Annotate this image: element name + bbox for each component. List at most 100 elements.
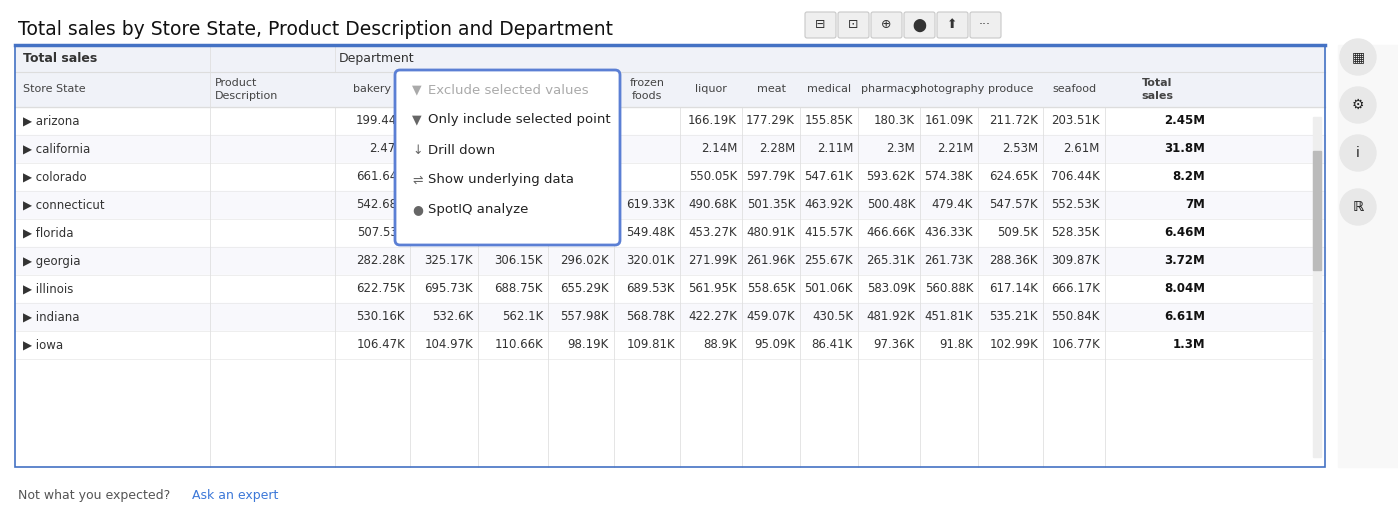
Text: 535.21K: 535.21K — [990, 310, 1037, 323]
Text: 463.92K: 463.92K — [804, 198, 853, 212]
Text: 528.35K: 528.35K — [1051, 226, 1100, 239]
Text: pharmacy: pharmacy — [861, 85, 917, 94]
Text: 666.17K: 666.17K — [1051, 282, 1100, 296]
Circle shape — [1341, 189, 1376, 225]
Text: 500.48K: 500.48K — [867, 198, 916, 212]
Text: 593.62K: 593.62K — [867, 171, 916, 184]
Text: 2.28M: 2.28M — [759, 142, 795, 155]
FancyBboxPatch shape — [805, 12, 836, 38]
Text: 574.38K: 574.38K — [924, 171, 973, 184]
Text: ▶ connecticut: ▶ connecticut — [22, 198, 105, 212]
Text: 2.14M: 2.14M — [700, 142, 737, 155]
Text: 8.2M: 8.2M — [1173, 171, 1205, 184]
FancyBboxPatch shape — [871, 12, 902, 38]
Text: 549.48K: 549.48K — [626, 226, 675, 239]
Circle shape — [1341, 135, 1376, 171]
Text: 309.87K: 309.87K — [1051, 255, 1100, 268]
Bar — [15, 135, 1325, 163]
Text: 306.15K: 306.15K — [495, 255, 542, 268]
Text: 509.5K: 509.5K — [997, 226, 1037, 239]
Text: deli: deli — [570, 85, 591, 94]
Text: Total sales by Store State, Product Description and Department: Total sales by Store State, Product Desc… — [18, 20, 612, 39]
Text: 530.16K: 530.16K — [356, 310, 405, 323]
Text: Total sales: Total sales — [22, 52, 98, 65]
Text: ▶ arizona: ▶ arizona — [22, 114, 80, 128]
Text: 91.8K: 91.8K — [939, 339, 973, 352]
Text: produce: produce — [988, 85, 1033, 94]
Text: bakery: bakery — [354, 85, 391, 94]
Text: 8.04M: 8.04M — [1165, 282, 1205, 296]
Text: 95.09K: 95.09K — [754, 339, 795, 352]
Text: 161.09K: 161.09K — [924, 114, 973, 128]
Text: 155.85K: 155.85K — [805, 114, 853, 128]
Text: 588.41K: 588.41K — [561, 198, 610, 212]
Text: 31.8M: 31.8M — [1165, 142, 1205, 155]
Text: 261.96K: 261.96K — [747, 255, 795, 268]
Text: ···: ··· — [979, 18, 991, 31]
Text: 534.38K: 534.38K — [561, 226, 610, 239]
Bar — [15, 45, 1325, 467]
Text: 490.68K: 490.68K — [688, 198, 737, 212]
Text: Not what you expected?: Not what you expected? — [18, 488, 171, 501]
Text: 180.3K: 180.3K — [874, 114, 916, 128]
Text: 552.53K: 552.53K — [1051, 198, 1100, 212]
Text: 2.45M: 2.45M — [1165, 114, 1205, 128]
Text: 98.19K: 98.19K — [568, 339, 610, 352]
Text: medical: medical — [807, 85, 851, 94]
Text: ⬤: ⬤ — [911, 18, 925, 31]
Text: seafood: seafood — [1051, 85, 1096, 94]
Text: 551.55K: 551.55K — [495, 226, 542, 239]
Text: 203.51K: 203.51K — [1051, 114, 1100, 128]
Text: Exclude selected values: Exclude selected values — [428, 83, 589, 97]
Text: 534.31K: 534.31K — [425, 226, 473, 239]
Text: 166.19K: 166.19K — [688, 114, 737, 128]
Circle shape — [1341, 39, 1376, 75]
Text: 422.27K: 422.27K — [688, 310, 737, 323]
Text: ▶ california: ▶ california — [22, 142, 91, 155]
Text: liquor: liquor — [695, 85, 727, 94]
Text: ⊡: ⊡ — [847, 18, 858, 31]
Text: 655.29K: 655.29K — [561, 282, 610, 296]
Text: 325.17K: 325.17K — [425, 255, 473, 268]
Text: 547.57K: 547.57K — [990, 198, 1037, 212]
Text: 661.9K: 661.9K — [432, 171, 473, 184]
Bar — [15, 45, 1325, 72]
Text: 547.61K: 547.61K — [804, 171, 853, 184]
Text: i: i — [1356, 146, 1360, 160]
Text: 550.84K: 550.84K — [1051, 310, 1100, 323]
Text: 104.97K: 104.97K — [424, 339, 473, 352]
Text: 688.75K: 688.75K — [495, 282, 542, 296]
Text: 2.61M: 2.61M — [1064, 142, 1100, 155]
Text: ▶ illinois: ▶ illinois — [22, 282, 73, 296]
Text: ▶ indiana: ▶ indiana — [22, 310, 80, 323]
Text: 211.72K: 211.72K — [990, 114, 1037, 128]
Text: 2.47M: 2.47M — [369, 142, 405, 155]
Text: Department: Department — [338, 52, 415, 65]
FancyBboxPatch shape — [937, 12, 967, 38]
Text: 106.77K: 106.77K — [1051, 339, 1100, 352]
Text: 430.5K: 430.5K — [812, 310, 853, 323]
Text: 558.65K: 558.65K — [747, 282, 795, 296]
Text: 661.64K: 661.64K — [356, 171, 405, 184]
Text: 6.61M: 6.61M — [1165, 310, 1205, 323]
Text: 695.73K: 695.73K — [425, 282, 473, 296]
Text: 97.36K: 97.36K — [874, 339, 916, 352]
Text: 86.41K: 86.41K — [812, 339, 853, 352]
Text: 501.06K: 501.06K — [804, 282, 853, 296]
Text: ⊟: ⊟ — [815, 18, 825, 31]
Text: 617.14K: 617.14K — [990, 282, 1037, 296]
Text: ℝ: ℝ — [1352, 200, 1363, 214]
Text: 481.92K: 481.92K — [867, 310, 916, 323]
Text: ⚙: ⚙ — [1352, 98, 1364, 112]
Bar — [1313, 151, 1321, 270]
Text: 480.91K: 480.91K — [747, 226, 795, 239]
Text: Store State: Store State — [22, 85, 85, 94]
Text: 211.97K: 211.97K — [424, 114, 473, 128]
Text: Only include selected point: Only include selected point — [428, 113, 611, 127]
Text: 110.66K: 110.66K — [495, 339, 542, 352]
Text: canned
goods: canned goods — [424, 78, 464, 101]
Text: 557.98K: 557.98K — [561, 310, 610, 323]
Text: 451.81K: 451.81K — [924, 310, 973, 323]
Text: 2.3M: 2.3M — [886, 142, 916, 155]
FancyBboxPatch shape — [396, 70, 619, 245]
